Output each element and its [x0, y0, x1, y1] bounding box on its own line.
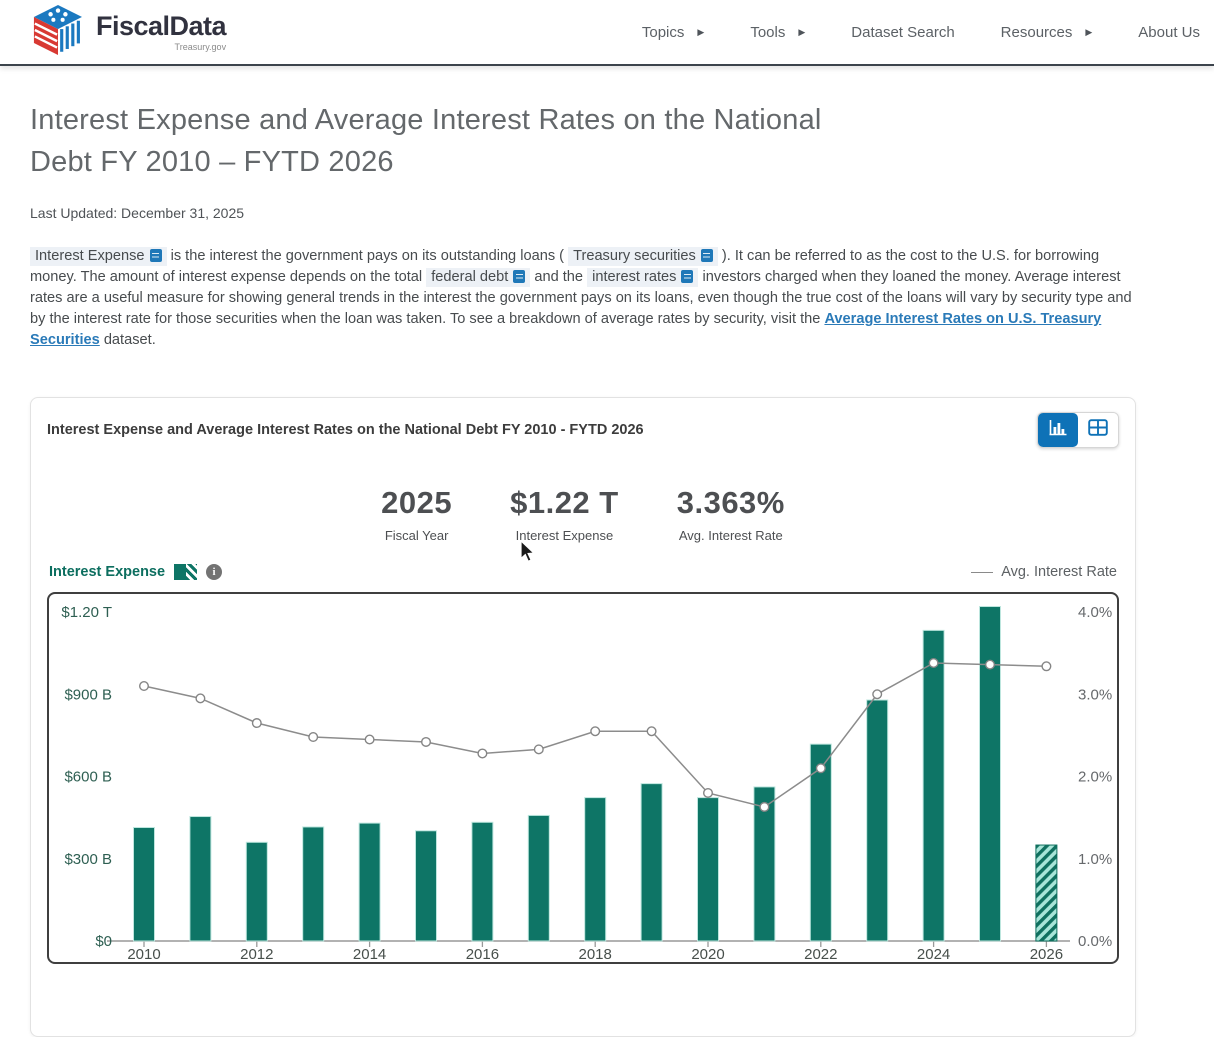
nav-label: Dataset Search — [851, 23, 955, 41]
stat-label: Fiscal Year — [384, 528, 449, 544]
bar-swatch-icon — [174, 564, 198, 581]
glossary-book-icon[interactable] — [513, 270, 526, 284]
legend-avg-interest-rate: Avg. Interest Rate — [971, 564, 1117, 580]
stat-value: 3.363% — [676, 485, 785, 521]
chart-view-button[interactable] — [1038, 413, 1078, 448]
table-view-button[interactable] — [1078, 413, 1118, 448]
submenu-caret-icon: ▶ — [697, 26, 705, 37]
chart-card-header: Interest Expense and Average Interest Ra… — [47, 412, 1119, 450]
stat-label: Avg. Interest Rate — [678, 528, 783, 544]
glossary-book-icon[interactable] — [149, 249, 162, 263]
nav-item-about-us[interactable]: About Us — [1138, 24, 1200, 41]
svg-text:2.0%: 2.0% — [1078, 769, 1112, 786]
nav-item-topics[interactable]: Topics ▶ — [642, 24, 704, 41]
glossary-book-icon[interactable] — [681, 270, 694, 284]
svg-text:$900 B: $900 B — [64, 686, 112, 703]
chart-card: Interest Expense and Average Interest Ra… — [30, 397, 1136, 1037]
svg-text:2026: 2026 — [1030, 946, 1063, 962]
nav-item-dataset-search[interactable]: Dataset Search — [851, 24, 954, 41]
svg-text:1.0%: 1.0% — [1078, 851, 1112, 868]
stat-value: 2025 — [381, 485, 453, 521]
info-icon[interactable]: i — [206, 564, 223, 581]
logo-tagline: Treasury.gov — [174, 41, 227, 52]
fiscaldata-cube-icon — [30, 4, 86, 60]
table-icon — [1088, 419, 1108, 441]
glossary-term[interactable]: interest rates — [587, 268, 699, 288]
svg-text:3.0%: 3.0% — [1078, 686, 1112, 703]
chart-plot-area[interactable]: 2010 2012 2014 2016 2018 2020 2022 2024 2026 $0 $3… — [47, 592, 1119, 965]
intro-paragraph: Interest Expense is the interest the gov… — [30, 247, 1132, 349]
chart-legend-row: Interest Expense i Avg. Interest Rate — [49, 564, 1117, 581]
svg-text:2012: 2012 — [240, 946, 273, 962]
svg-text:2016: 2016 — [466, 946, 499, 962]
stat-interest-expense: $1.22 T Interest Expense — [510, 485, 619, 544]
svg-text:2024: 2024 — [917, 946, 950, 962]
stat-value: $1.22 T — [510, 485, 619, 521]
page-title: Interest Expense and Average Interest Ra… — [30, 104, 822, 179]
nav-label: Topics — [641, 23, 685, 41]
svg-text:$1.20 T: $1.20 T — [61, 604, 112, 621]
svg-text:2010: 2010 — [127, 946, 160, 962]
svg-text:4.0%: 4.0% — [1078, 604, 1112, 621]
chart-table-view-toggle — [1037, 412, 1119, 449]
svg-text:$300 B: $300 B — [64, 851, 112, 868]
svg-text:2018: 2018 — [579, 946, 612, 962]
stat-fiscal-year: 2025 Fiscal Year — [381, 485, 453, 544]
nav-label: About Us — [1138, 23, 1200, 41]
legend-line-label: Avg. Interest Rate — [1001, 564, 1117, 581]
fiscaldata-logo[interactable]: FiscalData Treasury.gov — [30, 4, 227, 60]
nav-label: Resources — [1000, 23, 1073, 41]
svg-text:$0: $0 — [95, 933, 112, 950]
svg-text:2022: 2022 — [804, 946, 837, 962]
submenu-caret-icon: ▶ — [1085, 26, 1093, 37]
last-updated: Last Updated: December 31, 2025 — [30, 205, 245, 222]
bar-chart-icon — [1048, 419, 1068, 442]
submenu-caret-icon: ▶ — [798, 26, 806, 37]
site-header: FiscalData Treasury.gov Topics ▶ Tools ▶… — [0, 0, 1214, 66]
glossary-book-icon[interactable] — [700, 249, 713, 263]
nav-label: Tools — [750, 23, 786, 41]
chart-canvas[interactable]: 2010 2012 2014 2016 2018 2020 2022 2024 2026 $0 $3… — [49, 594, 1118, 962]
legend-bar-label: Interest Expense — [49, 564, 166, 581]
nav-item-tools[interactable]: Tools ▶ — [750, 24, 805, 41]
stat-label: Interest Expense — [515, 528, 614, 544]
nav-item-resources[interactable]: Resources ▶ — [1001, 24, 1093, 41]
page-main: Interest Expense and Average Interest Ra… — [0, 99, 1214, 1037]
svg-text:2020: 2020 — [691, 946, 724, 962]
dataset-link[interactable]: Average Interest Rates on U.S. Treasury … — [30, 311, 1102, 349]
glossary-term[interactable]: Interest Expense — [30, 247, 167, 267]
summary-stats-row: 2025 Fiscal Year $1.22 T Interest Expens… — [47, 485, 1119, 544]
svg-text:0.0%: 0.0% — [1078, 933, 1112, 950]
svg-text:2014: 2014 — [353, 946, 386, 962]
logo-title: FiscalData — [96, 10, 227, 41]
line-swatch-icon — [971, 571, 994, 573]
svg-text:$600 B: $600 B — [64, 769, 112, 786]
chart-card-title: Interest Expense and Average Interest Ra… — [47, 422, 644, 439]
stat-avg-interest-rate: 3.363% Avg. Interest Rate — [676, 485, 785, 544]
glossary-term[interactable]: Treasury securities — [568, 247, 718, 267]
legend-interest-expense: Interest Expense i — [49, 564, 223, 581]
glossary-term[interactable]: federal debt — [426, 268, 531, 288]
main-nav: Topics ▶ Tools ▶ Dataset Search Resource… — [596, 24, 1214, 41]
